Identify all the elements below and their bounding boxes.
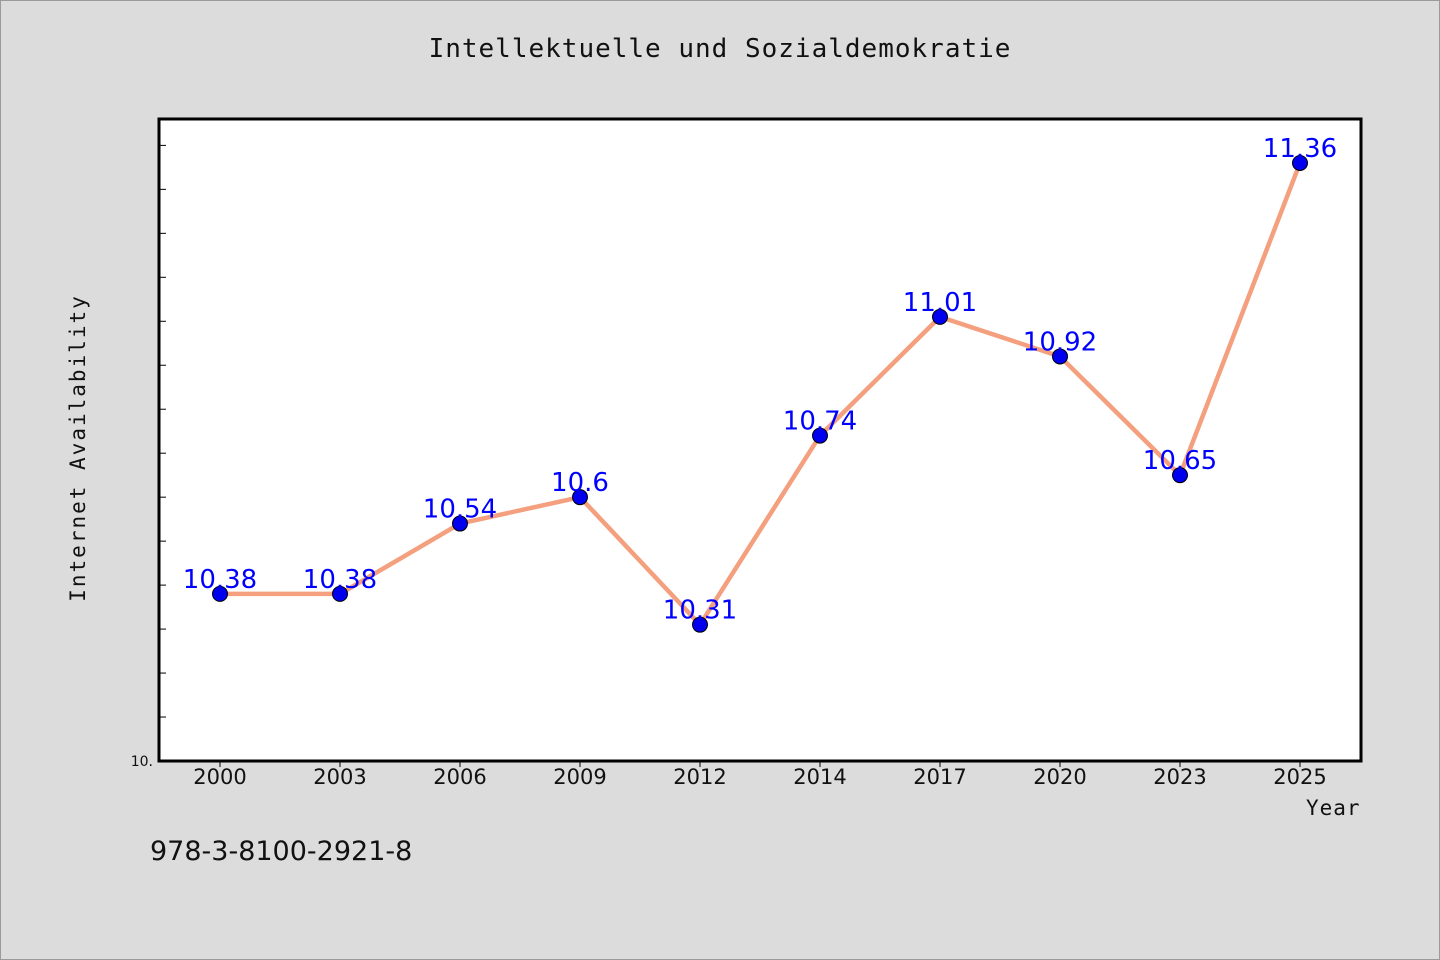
data-label: 10.38 bbox=[183, 565, 257, 595]
plot-area bbox=[157, 117, 1363, 763]
data-point bbox=[932, 308, 948, 325]
data-point bbox=[572, 489, 588, 506]
isbn-footer: 978-3-8100-2921-8 bbox=[150, 836, 413, 867]
series-line bbox=[217, 160, 1303, 627]
data-point bbox=[452, 515, 468, 532]
x-tick-label: 2012 bbox=[673, 765, 726, 789]
data-label: 10.31 bbox=[663, 596, 737, 626]
data-label: 10.74 bbox=[783, 407, 857, 437]
data-point bbox=[212, 585, 228, 602]
x-tick-label: 2023 bbox=[1153, 765, 1206, 789]
x-tick-label: 2006 bbox=[433, 765, 486, 789]
data-label: 10.6 bbox=[551, 468, 609, 498]
data-point bbox=[332, 585, 348, 602]
data-point bbox=[812, 427, 828, 444]
x-tick-label: 2000 bbox=[193, 765, 246, 789]
data-point bbox=[1172, 467, 1188, 484]
data-label: 11.36 bbox=[1263, 134, 1337, 164]
chart-title: Intellektuelle und Sozialdemokratie bbox=[428, 34, 1012, 64]
data-point bbox=[1292, 154, 1308, 171]
x-tick-label: 2014 bbox=[793, 765, 846, 789]
x-tick-label: 2020 bbox=[1033, 765, 1086, 789]
y-tick-label: 10. bbox=[131, 754, 153, 770]
x-tick-label: 2025 bbox=[1273, 765, 1326, 789]
y-axis-ticks: 10. bbox=[131, 144, 166, 770]
data-label: 10.54 bbox=[423, 495, 497, 525]
data-label: 10.65 bbox=[1143, 446, 1217, 476]
data-label: 11.01 bbox=[903, 288, 977, 318]
x-tick-label: 2003 bbox=[313, 765, 366, 789]
x-tick-label: 2017 bbox=[913, 765, 966, 789]
x-axis-ticks: 2000 2003 2006 2009 2012 2014 2017 2020 2023 2025 bbox=[193, 761, 1327, 789]
data-point bbox=[692, 616, 708, 633]
x-axis-label: Year bbox=[1306, 796, 1361, 820]
x-tick-label: 2009 bbox=[553, 765, 606, 789]
data-point bbox=[1052, 348, 1068, 365]
data-label: 10.38 bbox=[303, 565, 377, 595]
series-group: 10.38 10.38 10.54 10.6 10.31 10.74 11.01 10.92 1… bbox=[183, 134, 1337, 633]
data-label: 10.92 bbox=[1023, 327, 1097, 357]
